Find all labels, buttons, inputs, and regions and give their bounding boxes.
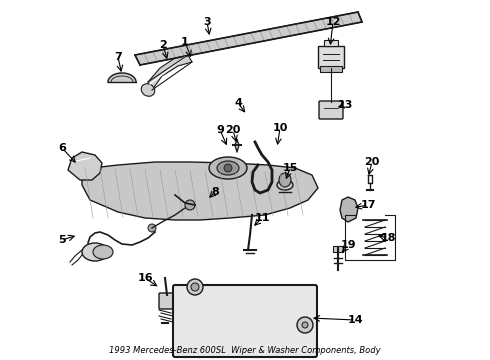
- Ellipse shape: [279, 173, 291, 187]
- Circle shape: [187, 279, 203, 295]
- Text: 3: 3: [203, 17, 211, 27]
- Polygon shape: [148, 55, 192, 90]
- Text: 15: 15: [282, 163, 298, 173]
- Circle shape: [191, 283, 199, 291]
- Text: 16: 16: [137, 273, 153, 283]
- FancyBboxPatch shape: [173, 285, 317, 357]
- Text: 18: 18: [380, 233, 396, 243]
- FancyBboxPatch shape: [333, 246, 343, 252]
- Polygon shape: [108, 73, 136, 82]
- Text: 2: 2: [159, 40, 167, 50]
- Text: 8: 8: [211, 187, 219, 197]
- Polygon shape: [135, 12, 362, 65]
- Text: 1: 1: [181, 37, 189, 47]
- Text: 17: 17: [360, 200, 376, 210]
- Text: 12: 12: [325, 17, 341, 27]
- Circle shape: [297, 317, 313, 333]
- Polygon shape: [68, 152, 102, 180]
- Text: 20: 20: [225, 125, 241, 135]
- Text: 6: 6: [58, 143, 66, 153]
- FancyBboxPatch shape: [320, 66, 342, 72]
- Polygon shape: [82, 162, 318, 220]
- Ellipse shape: [141, 84, 155, 96]
- Text: 1993 Mercedes-Benz 600SL  Wiper & Washer Components, Body: 1993 Mercedes-Benz 600SL Wiper & Washer …: [109, 346, 381, 355]
- Text: 11: 11: [254, 213, 270, 223]
- FancyBboxPatch shape: [318, 46, 344, 68]
- Ellipse shape: [82, 243, 108, 261]
- Text: 13: 13: [337, 100, 353, 110]
- Ellipse shape: [209, 157, 247, 179]
- FancyBboxPatch shape: [324, 40, 338, 46]
- Text: 19: 19: [340, 240, 356, 250]
- Ellipse shape: [93, 245, 113, 259]
- Circle shape: [185, 200, 195, 210]
- Ellipse shape: [217, 161, 239, 175]
- Text: 5: 5: [58, 235, 66, 245]
- Circle shape: [148, 224, 156, 232]
- Text: 9: 9: [216, 125, 224, 135]
- Circle shape: [224, 164, 232, 172]
- Text: 20: 20: [364, 157, 380, 167]
- Text: 7: 7: [114, 52, 122, 62]
- FancyBboxPatch shape: [319, 101, 343, 119]
- FancyBboxPatch shape: [159, 293, 177, 309]
- Polygon shape: [340, 197, 358, 222]
- Text: 14: 14: [347, 315, 363, 325]
- Ellipse shape: [277, 180, 293, 190]
- Circle shape: [302, 322, 308, 328]
- Text: 10: 10: [272, 123, 288, 133]
- Text: 4: 4: [234, 98, 242, 108]
